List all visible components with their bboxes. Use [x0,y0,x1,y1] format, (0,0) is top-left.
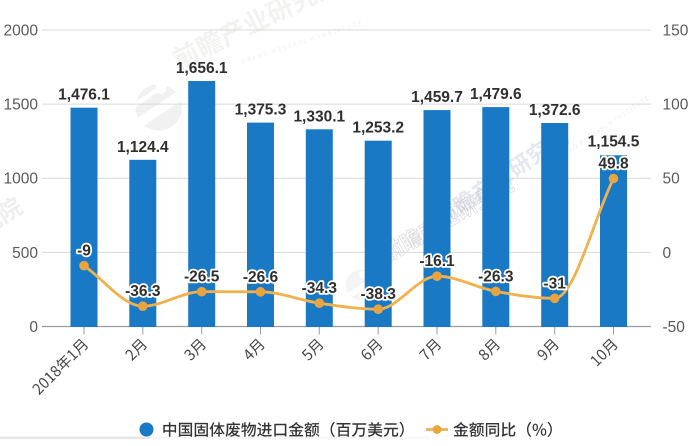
svg-text:1500: 1500 [4,97,39,114]
svg-text:49.8: 49.8 [598,156,629,173]
svg-text:-26.3: -26.3 [478,268,514,285]
svg-text:0: 0 [29,319,38,336]
svg-text:1,330.1: 1,330.1 [293,108,345,125]
svg-text:1,124.4: 1,124.4 [117,139,169,156]
svg-text:500: 500 [12,245,38,262]
svg-text:150: 150 [663,22,689,39]
svg-text:-16.1: -16.1 [419,253,455,270]
svg-text:-26.5: -26.5 [184,269,220,286]
svg-text:-36.3: -36.3 [125,283,161,300]
svg-text:1,375.3: 1,375.3 [235,102,287,119]
svg-text:1,154.5: 1,154.5 [588,134,640,151]
svg-text:1,479.6: 1,479.6 [470,86,522,103]
svg-text:-38.3: -38.3 [361,286,397,303]
svg-text:1,253.2: 1,253.2 [352,120,404,137]
svg-text:-26.6: -26.6 [243,269,279,286]
svg-text:1,372.6: 1,372.6 [529,102,581,119]
svg-text:1000: 1000 [4,171,39,188]
svg-text:100: 100 [663,97,689,114]
svg-text:-9: -9 [77,243,91,260]
svg-text:2000: 2000 [4,22,39,39]
svg-text:1,656.1: 1,656.1 [176,60,228,77]
svg-text:-34.3: -34.3 [302,280,338,297]
svg-text:-50: -50 [663,319,686,336]
svg-text:1,459.7: 1,459.7 [411,89,463,106]
svg-text:50: 50 [663,171,681,188]
svg-text:0: 0 [663,245,672,262]
svg-text:-31: -31 [543,275,566,292]
svg-text:1,476.1: 1,476.1 [58,87,110,104]
